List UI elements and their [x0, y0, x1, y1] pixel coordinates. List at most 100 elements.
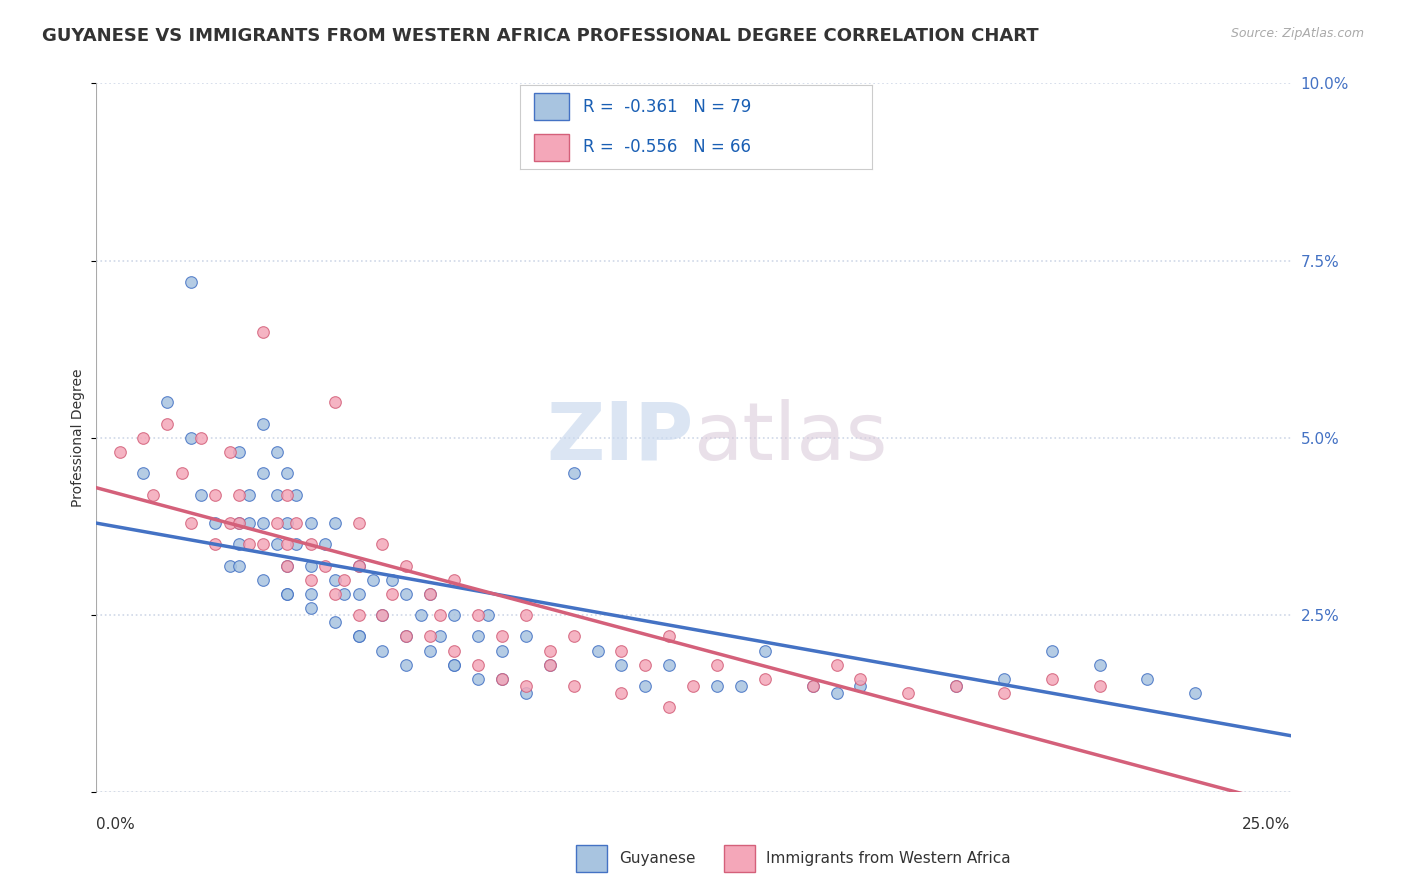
Point: [371, 608, 394, 623]
Point: [252, 573, 274, 587]
Point: [156, 417, 179, 431]
Point: [252, 325, 274, 339]
Point: [180, 431, 202, 445]
Point: [180, 275, 202, 289]
Point: [266, 445, 288, 459]
Point: [180, 516, 202, 530]
Text: GUYANESE VS IMMIGRANTS FROM WESTERN AFRICA PROFESSIONAL DEGREE CORRELATION CHART: GUYANESE VS IMMIGRANTS FROM WESTERN AFRI…: [42, 27, 1039, 45]
Point: [562, 629, 585, 643]
Point: [299, 573, 322, 587]
Point: [658, 657, 681, 672]
Point: [825, 686, 848, 700]
Point: [515, 679, 537, 693]
Point: [218, 516, 240, 530]
Point: [276, 467, 298, 481]
Point: [1040, 672, 1063, 686]
Point: [252, 467, 274, 481]
Point: [381, 573, 404, 587]
Point: [849, 672, 872, 686]
Point: [238, 537, 260, 551]
Point: [1088, 657, 1111, 672]
Point: [299, 587, 322, 601]
Point: [429, 629, 451, 643]
Point: [228, 516, 250, 530]
Point: [190, 488, 212, 502]
Point: [467, 629, 489, 643]
Point: [266, 537, 288, 551]
Point: [276, 488, 298, 502]
Point: [562, 679, 585, 693]
Point: [419, 587, 441, 601]
Point: [395, 629, 418, 643]
Point: [538, 643, 561, 657]
Point: [1184, 686, 1206, 700]
Text: Source: ZipAtlas.com: Source: ZipAtlas.com: [1230, 27, 1364, 40]
Point: [945, 679, 967, 693]
Point: [467, 672, 489, 686]
Point: [1088, 679, 1111, 693]
Text: atlas: atlas: [693, 399, 887, 477]
Point: [381, 587, 404, 601]
Point: [238, 488, 260, 502]
Point: [285, 537, 308, 551]
Point: [347, 629, 370, 643]
Point: [314, 558, 336, 573]
Point: [299, 558, 322, 573]
Point: [323, 395, 346, 409]
Point: [204, 488, 226, 502]
Point: [730, 679, 752, 693]
Point: [156, 395, 179, 409]
Point: [419, 587, 441, 601]
Point: [706, 657, 728, 672]
Point: [443, 657, 465, 672]
Point: [443, 657, 465, 672]
Point: [347, 608, 370, 623]
Point: [333, 587, 356, 601]
Point: [801, 679, 824, 693]
Point: [467, 657, 489, 672]
Point: [252, 516, 274, 530]
Point: [238, 516, 260, 530]
Point: [754, 672, 776, 686]
Point: [132, 431, 155, 445]
Point: [228, 558, 250, 573]
Point: [266, 516, 288, 530]
Point: [491, 629, 513, 643]
Point: [993, 686, 1015, 700]
Point: [538, 657, 561, 672]
Point: [218, 558, 240, 573]
Point: [323, 615, 346, 630]
Point: [825, 657, 848, 672]
Point: [658, 700, 681, 714]
Text: 0.0%: 0.0%: [96, 817, 135, 832]
Point: [610, 686, 633, 700]
Text: Guyanese: Guyanese: [619, 851, 695, 866]
Point: [515, 608, 537, 623]
Point: [395, 629, 418, 643]
Point: [409, 608, 432, 623]
Point: [371, 643, 394, 657]
Point: [228, 445, 250, 459]
Text: 25.0%: 25.0%: [1243, 817, 1291, 832]
Point: [395, 657, 418, 672]
Point: [347, 587, 370, 601]
Point: [299, 601, 322, 615]
Point: [228, 516, 250, 530]
Point: [993, 672, 1015, 686]
Point: [142, 488, 165, 502]
Point: [276, 537, 298, 551]
Point: [515, 686, 537, 700]
Point: [443, 573, 465, 587]
Point: [419, 629, 441, 643]
Point: [276, 587, 298, 601]
Point: [467, 608, 489, 623]
Point: [347, 558, 370, 573]
Point: [395, 587, 418, 601]
Point: [276, 587, 298, 601]
Point: [371, 537, 394, 551]
FancyBboxPatch shape: [534, 94, 569, 120]
Point: [538, 657, 561, 672]
Point: [323, 587, 346, 601]
Point: [477, 608, 499, 623]
Point: [491, 672, 513, 686]
